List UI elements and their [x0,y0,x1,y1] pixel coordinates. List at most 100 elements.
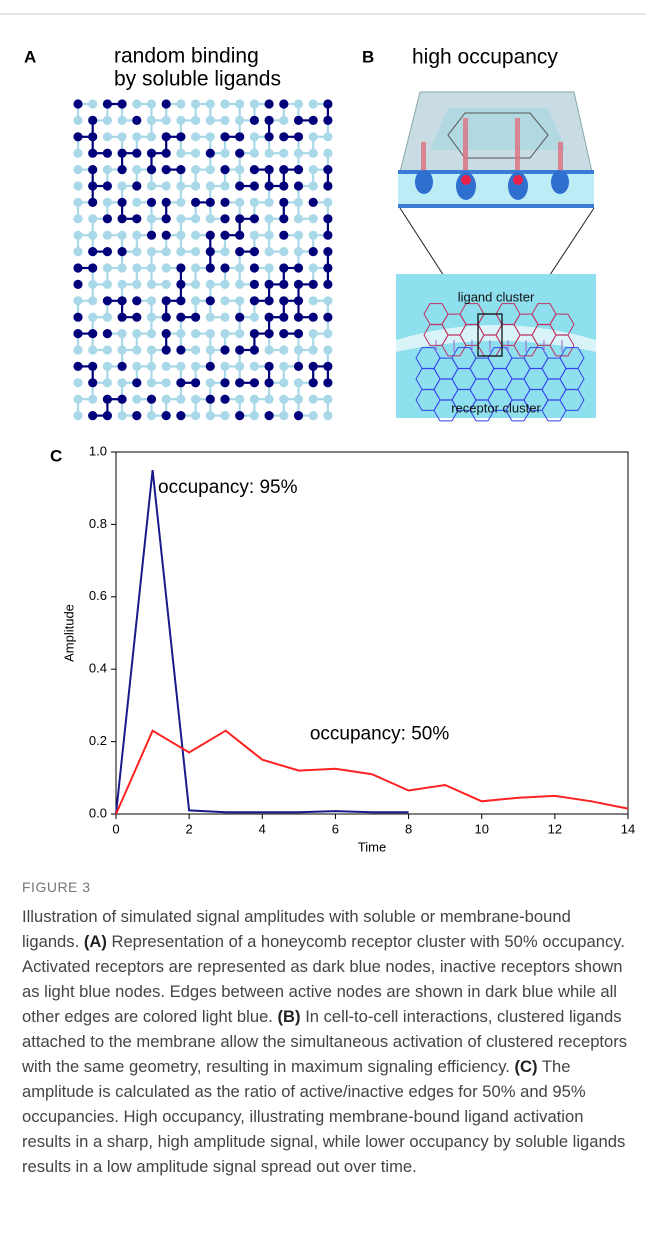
node [205,345,215,355]
node [132,115,142,125]
node [191,329,201,339]
node [132,361,142,371]
node [73,115,83,125]
receptor-label: receptor cluster [451,400,541,415]
node [191,132,201,142]
figure: A random binding by soluble ligands B hi… [0,13,646,854]
node [73,148,83,158]
node [117,263,127,273]
node [102,214,112,224]
node [146,230,157,240]
node [293,230,304,240]
node [146,148,157,158]
node [176,214,186,224]
node [220,312,230,322]
node [73,394,83,404]
caption-text: (A) [83,932,107,951]
ligands [421,118,563,172]
node [264,312,274,322]
node [73,312,83,322]
node [279,165,289,175]
node [161,279,171,289]
node [264,263,274,273]
node [279,214,289,224]
node [191,263,201,273]
node [264,296,274,306]
node [161,115,171,125]
node [308,312,318,322]
node [205,361,215,371]
node [308,279,318,289]
node [308,165,318,175]
hexagon [447,112,549,159]
node [279,312,289,322]
node [235,247,245,257]
node [220,345,230,355]
node [235,214,245,224]
node [132,214,142,224]
node [323,378,333,388]
node [102,132,112,142]
node [279,378,289,388]
node [235,296,245,306]
node [73,181,83,191]
node [132,296,142,306]
node [279,279,289,289]
node [220,263,230,273]
node [176,197,186,207]
node [205,230,215,240]
membrane-plane [430,108,566,150]
node [235,197,245,207]
node [73,411,83,421]
node [117,197,127,207]
node [249,394,259,404]
node [293,345,304,355]
node [235,132,245,142]
caption-text: Illustration of simulated signal amplitu… [22,907,571,951]
node [293,197,304,207]
node [249,263,259,273]
node [308,263,318,273]
node [117,132,127,142]
node [117,214,127,224]
node [235,345,245,355]
node [308,329,318,339]
node [323,345,333,355]
node [249,345,259,355]
node [235,394,245,404]
node [235,378,245,388]
node [176,132,186,142]
line [115,469,409,815]
ligand-label: ligand cluster [458,289,535,304]
hexagon [559,389,585,411]
node [102,197,112,207]
node [161,181,171,191]
y-tick-label: 0.0 [89,805,107,820]
node [191,411,201,421]
node [264,99,274,109]
node [102,411,112,421]
node [176,329,186,339]
node [176,99,186,109]
node [323,132,333,142]
node [279,115,289,125]
node [161,214,171,224]
node [279,197,289,207]
node [132,394,142,404]
node [102,312,112,322]
node [161,394,171,404]
node [102,148,112,158]
node [176,378,186,388]
annotation: occupancy: 50% [310,723,450,744]
node [220,165,230,175]
node [264,115,274,125]
node [117,411,127,421]
node [249,99,259,109]
node [308,345,318,355]
node [249,378,259,388]
y-axis-label: Amplitude [61,604,76,662]
node [279,181,289,191]
node [191,99,201,109]
node [161,361,171,371]
node [88,132,98,142]
